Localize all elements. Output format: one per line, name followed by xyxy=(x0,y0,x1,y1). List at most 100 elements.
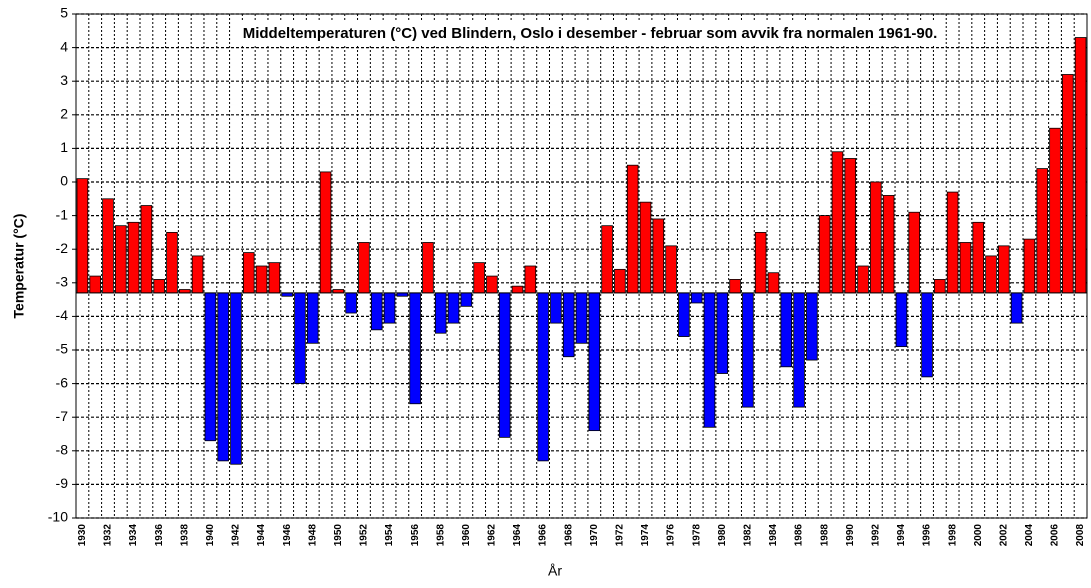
x-tick-label: 1998 xyxy=(947,524,958,547)
bar xyxy=(1023,238,1036,294)
x-tick-label: 1972 xyxy=(615,524,626,547)
bar xyxy=(959,242,972,294)
y-tick-label: 2 xyxy=(60,106,68,122)
bar xyxy=(383,292,396,324)
x-axis-label: År xyxy=(548,563,562,579)
x-tick-label: 1952 xyxy=(359,524,370,547)
x-tick-label: 1988 xyxy=(819,524,830,547)
bar xyxy=(626,164,639,294)
y-tick-label: -3 xyxy=(56,274,69,290)
x-tick-label: 1942 xyxy=(231,524,242,547)
bar xyxy=(729,279,741,294)
x-tick-label: 1948 xyxy=(307,524,318,547)
bar xyxy=(332,289,345,294)
bar xyxy=(242,252,255,294)
x-tick-label: 1962 xyxy=(487,524,498,547)
bar xyxy=(562,292,575,358)
x-tick-label: 1990 xyxy=(845,524,856,547)
y-tick-label: -1 xyxy=(56,206,69,222)
bar xyxy=(793,292,805,408)
bar xyxy=(998,245,1010,294)
x-tick-label: 1930 xyxy=(77,524,88,547)
bar xyxy=(1062,74,1074,294)
bar xyxy=(639,201,652,294)
x-tick-label: 1966 xyxy=(538,524,549,547)
bar xyxy=(857,265,869,294)
y-tick-label: -7 xyxy=(56,408,69,424)
bar xyxy=(972,221,984,294)
bar xyxy=(255,265,268,294)
bar xyxy=(537,292,549,462)
bar xyxy=(370,292,383,331)
y-tick-label: 3 xyxy=(60,72,68,88)
x-tick-label: 1992 xyxy=(870,524,881,547)
bar xyxy=(652,218,665,294)
x-tick-label: 1958 xyxy=(435,524,446,547)
y-tick-label: 0 xyxy=(60,173,68,189)
bar xyxy=(831,151,844,294)
bar xyxy=(409,292,421,405)
x-tick-label: 1978 xyxy=(691,524,702,547)
bar xyxy=(1010,292,1023,324)
x-tick-label: 1970 xyxy=(589,524,600,547)
x-tick-label: 1974 xyxy=(640,524,651,547)
bar xyxy=(486,275,498,294)
plot-frame xyxy=(75,13,1088,519)
bar xyxy=(754,231,767,294)
y-tick-label: -6 xyxy=(56,374,69,390)
bar xyxy=(473,262,485,294)
bar xyxy=(1074,37,1087,294)
x-tick-label: 2004 xyxy=(1024,524,1035,547)
bar xyxy=(294,292,306,385)
x-tick-label: 1960 xyxy=(461,524,472,547)
bar xyxy=(921,292,933,378)
bar xyxy=(204,292,217,442)
x-tick-label: 1964 xyxy=(512,524,523,547)
bar xyxy=(946,191,959,294)
bar xyxy=(844,158,857,294)
bar xyxy=(434,292,447,334)
bar xyxy=(575,292,588,344)
bar xyxy=(498,292,511,438)
bar xyxy=(934,279,946,294)
x-tick-label: 1940 xyxy=(205,524,216,547)
title-box xyxy=(236,21,944,45)
x-tick-label: 1954 xyxy=(384,524,395,547)
x-tick-label: 1976 xyxy=(666,524,677,547)
x-tick-label: 1932 xyxy=(103,524,114,547)
bar xyxy=(281,292,293,297)
bar xyxy=(358,242,370,294)
y-tick-label: 5 xyxy=(60,5,68,21)
bar xyxy=(818,215,831,294)
x-tick-label: 1946 xyxy=(282,524,293,547)
x-tick-label: 1996 xyxy=(922,524,933,547)
bar xyxy=(268,262,281,294)
bar xyxy=(985,255,997,294)
bar xyxy=(742,292,754,408)
bar xyxy=(345,292,357,314)
y-tick-label: 4 xyxy=(60,38,68,54)
bar xyxy=(447,292,460,324)
x-tick-label: 1936 xyxy=(154,524,165,547)
bar xyxy=(422,242,434,294)
bar xyxy=(678,292,690,337)
x-tick-label: 1968 xyxy=(563,524,574,547)
y-tick-label: -10 xyxy=(48,509,68,525)
x-tick-label: 1982 xyxy=(743,524,754,547)
bar xyxy=(230,292,242,465)
bar xyxy=(550,292,562,324)
bar xyxy=(460,292,473,307)
bar xyxy=(319,171,332,294)
x-tick-label: 2000 xyxy=(973,524,984,547)
x-tick-label: 1938 xyxy=(179,524,190,547)
bar xyxy=(1036,168,1048,294)
bar xyxy=(870,181,882,294)
bar xyxy=(780,292,793,368)
bar xyxy=(511,285,524,294)
x-tick-label: 1944 xyxy=(256,524,267,547)
bar xyxy=(396,292,409,297)
bar xyxy=(614,268,626,294)
bar xyxy=(703,292,716,428)
